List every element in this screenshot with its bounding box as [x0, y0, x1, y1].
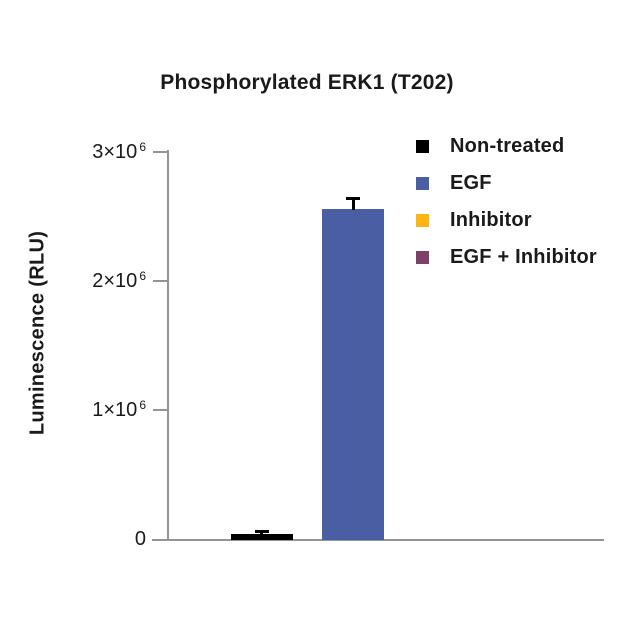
legend-swatch-inhibitor — [416, 214, 429, 227]
y-tick-label-exponent-2: 6 — [139, 269, 146, 283]
error-bar-stem-egf — [351, 198, 355, 210]
y-tick-label-3: 3×10 6 — [36, 140, 146, 165]
error-bar-cap-egf — [346, 197, 360, 201]
bar-non-treated — [230, 534, 293, 540]
error-bar-stem-non-treated — [260, 530, 263, 536]
legend-label-egf-inhibitor: EGF + Inhibitor — [450, 246, 597, 268]
y-tick-label-mantissa-3: 3×10 — [92, 141, 138, 163]
x-axis-line — [152, 539, 604, 541]
y-axis-line — [167, 150, 169, 541]
error-bar-cap-non-treated — [254, 529, 269, 533]
legend-item-egf: EGF — [416, 165, 492, 202]
legend-label-egf: EGF — [450, 172, 492, 194]
legend-swatch-non-treated — [416, 140, 429, 153]
legend-item-egf-inhibitor: EGF + Inhibitor — [416, 239, 597, 276]
legend-swatch-egf — [416, 177, 429, 190]
y-tick-1 — [153, 409, 167, 411]
y-tick-label-exponent-1: 6 — [139, 398, 146, 412]
legend-label-non-treated: Non-treated — [450, 135, 565, 157]
y-tick-label-exponent-3: 6 — [139, 140, 146, 154]
y-tick-label-mantissa-1: 1×10 — [92, 399, 138, 421]
y-tick-label-1: 1×10 6 — [36, 398, 146, 423]
legend-swatch-egf-inhibitor — [416, 251, 429, 264]
legend: Non-treated EGF Inhibitor EGF + Inhibitor — [416, 128, 626, 278]
y-tick-label-mantissa-2: 2×10 — [92, 270, 138, 292]
y-tick-label-0: 0 — [36, 528, 146, 550]
y-tick-label-mantissa-0: 0 — [134, 528, 146, 550]
y-tick-3 — [153, 151, 167, 153]
bar-egf — [322, 208, 384, 540]
y-tick-label-2: 2×10 6 — [36, 269, 146, 294]
chart-title: Phosphorylated ERK1 (T202) — [160, 71, 454, 94]
legend-label-inhibitor: Inhibitor — [450, 209, 532, 231]
legend-item-inhibitor: Inhibitor — [416, 202, 532, 239]
y-tick-2 — [153, 280, 167, 282]
legend-item-non-treated: Non-treated — [416, 128, 564, 165]
